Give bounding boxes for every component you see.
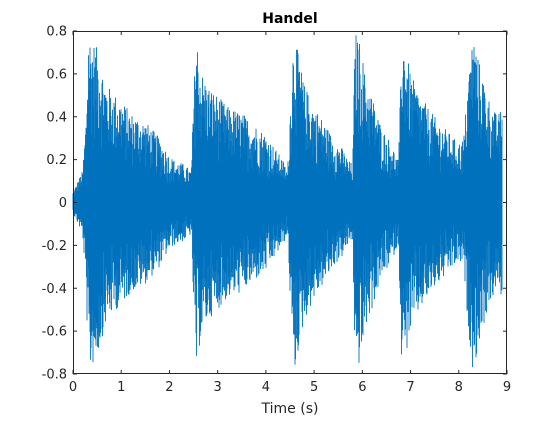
y-tick-label: -0.8 xyxy=(42,368,67,383)
x-tick-label: 0 xyxy=(69,380,77,395)
axes-box xyxy=(73,31,507,374)
x-tick-label: 4 xyxy=(262,380,270,395)
y-tick-label: 0 xyxy=(59,196,67,211)
x-tick-label: 9 xyxy=(503,380,511,395)
x-tick-label: 2 xyxy=(165,380,173,395)
x-tick-label: 8 xyxy=(455,380,463,395)
x-tick-label: 7 xyxy=(406,380,414,395)
y-tick-label: 0.6 xyxy=(46,67,67,82)
y-tick-label: -0.2 xyxy=(42,239,67,254)
y-tick-label: -0.6 xyxy=(42,325,67,340)
chart-title: Handel xyxy=(262,11,317,27)
y-tick-label: -0.4 xyxy=(42,282,67,297)
x-tick-label: 3 xyxy=(214,380,222,395)
x-tick-label: 5 xyxy=(310,380,318,395)
ticks-layer: 0 1 2 3 4 5 6 7 8 9 -0.8 -0.6 -0.4 -0.2 0 0.2 0.4 0.6 0.8 xyxy=(42,25,512,396)
x-tick-label: 1 xyxy=(117,380,125,395)
y-tick-label: 0.4 xyxy=(46,110,67,125)
y-tick-label: 0.2 xyxy=(46,153,67,168)
y-tick-label: 0.8 xyxy=(46,25,67,40)
x-axis-label: Time (s) xyxy=(261,401,319,417)
x-tick-label: 6 xyxy=(358,380,366,395)
